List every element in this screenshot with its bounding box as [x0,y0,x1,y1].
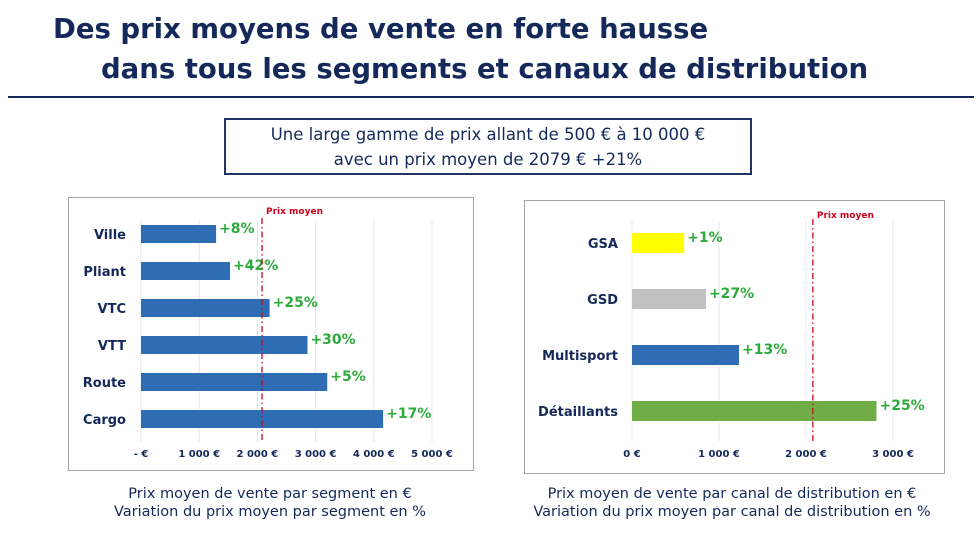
segment-caption-line-1: Prix moyen de vente par segment en € [128,486,412,502]
channel-caption-line-2: Variation du prix moyen par canal de dis… [533,504,931,520]
channel-caption-line-1: Prix moyen de vente par canal de distrib… [547,486,917,502]
segment-chart-caption: Prix moyen de vente par segment en € Var… [68,485,472,521]
category-label: GSD [587,293,618,308]
data-label: +8% [219,221,255,237]
data-label: +30% [310,332,355,348]
title-divider [8,96,974,98]
data-label: +1% [687,230,723,246]
data-label: +25% [879,398,924,414]
x-tick-label: 3 000 € [872,449,914,460]
data-label: +13% [742,342,787,358]
category-label: Pliant [83,265,126,280]
category-label: VTT [98,339,126,354]
bar [141,410,384,428]
bar [141,336,308,354]
bar [141,299,270,317]
callout-line-2: avec un prix moyen de 2079 € +21% [333,150,643,169]
page-title-line-2: dans tous les segments et canaux de dist… [101,53,869,85]
data-label: +5% [330,369,366,385]
data-label: +25% [273,295,318,311]
x-tick-label: 2 000 € [785,449,827,460]
x-tick-label: 1 000 € [178,449,220,460]
bar [632,401,877,421]
segment-caption-line-2: Variation du prix moyen par segment en % [114,504,426,520]
average-price-label: Prix moyen [817,211,874,221]
channel-chart-frame: 0 € 1 000 € 2 000 € 3 000 € GSA +1% GSD +27% Mul… [524,200,945,474]
page-title-line-1: Des prix moyens de vente en forte hausse [53,13,709,45]
channel-chart-caption: Prix moyen de vente par canal de distrib… [512,485,952,521]
category-label: VTC [98,302,126,317]
x-tick-label: 0 € [623,449,640,460]
data-label: +42% [233,258,278,274]
data-label: +17% [386,406,431,422]
data-label: +27% [709,286,754,302]
category-label: GSA [588,237,618,252]
x-tick-label: 4 000 € [353,449,395,460]
bar [632,233,685,253]
channel-price-chart: 0 € 1 000 € 2 000 € 3 000 € GSA +1% GSD +27% Mul… [538,211,925,460]
x-tick-label: - € [134,449,149,460]
x-tick-label: 1 000 € [698,449,740,460]
bar [141,262,231,280]
bar [632,289,706,309]
x-tick-label: 2 000 € [237,449,279,460]
callout-line-1: Une large gamme de prix allant de 500 € … [270,125,706,144]
category-label: Multisport [542,349,618,364]
bar [632,345,740,365]
category-label: Cargo [83,413,126,428]
category-label: Détaillants [538,405,618,420]
x-tick-label: 3 000 € [295,449,337,460]
bar [141,225,217,243]
category-label: Ville [94,228,126,243]
segment-price-chart: - € 1 000 € 2 000 € 3 000 € 4 000 € 5 000 € Vi… [83,207,453,460]
price-range-callout: Une large gamme de prix allant de 500 € … [224,118,752,175]
x-tick-label: 5 000 € [411,449,453,460]
category-label: Route [83,376,126,391]
bar [141,373,328,391]
average-price-label: Prix moyen [266,207,323,217]
segment-chart-frame: - € 1 000 € 2 000 € 3 000 € 4 000 € 5 000 € Vi… [68,197,474,471]
